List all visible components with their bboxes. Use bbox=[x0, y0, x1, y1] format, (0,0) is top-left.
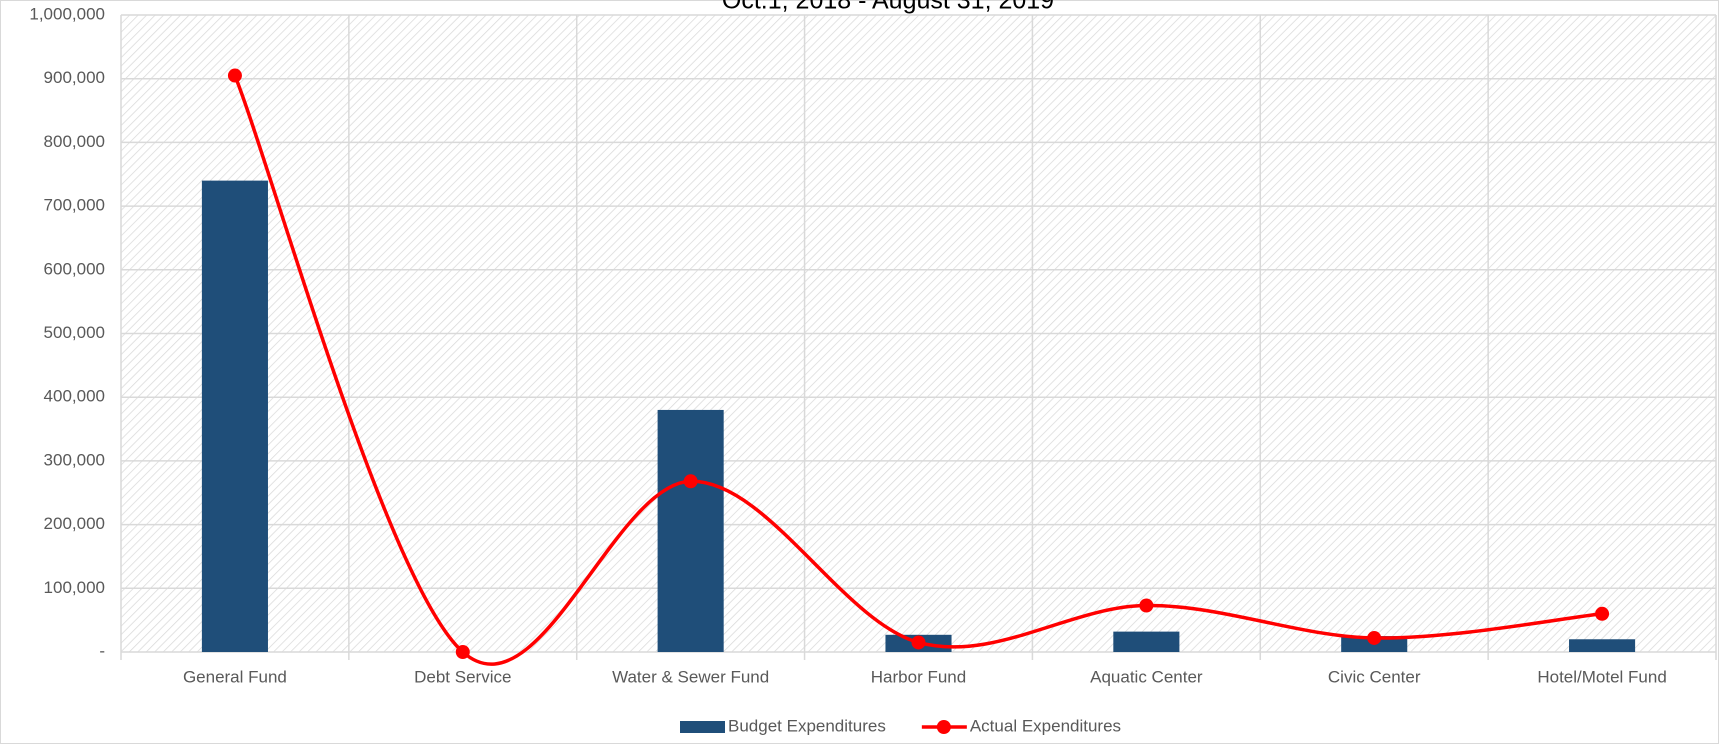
line bbox=[233, 74, 1603, 666]
y-tick-label: 700,000 bbox=[44, 196, 105, 215]
y-tick-label: 500,000 bbox=[44, 323, 105, 342]
y-tick-label: 400,000 bbox=[44, 387, 105, 406]
y-tick-label: 900,000 bbox=[44, 68, 105, 87]
legend-label: Actual Expenditures bbox=[970, 716, 1121, 735]
line-marker bbox=[911, 635, 926, 650]
x-tick-label: Debt Service bbox=[414, 667, 511, 686]
y-tick-label: 200,000 bbox=[44, 514, 105, 533]
bar bbox=[657, 409, 724, 652]
bar bbox=[201, 180, 268, 652]
legend-label: Budget Expenditures bbox=[728, 716, 886, 735]
y-tick-label: 600,000 bbox=[44, 259, 105, 278]
y-tick-label: - bbox=[99, 641, 105, 660]
x-tick-label: General Fund bbox=[183, 667, 287, 686]
y-tick-label: 800,000 bbox=[44, 132, 105, 151]
chart-title: Oct.1, 2018 - August 31, 2019 bbox=[722, 0, 1054, 15]
bar bbox=[1113, 631, 1180, 652]
line-marker bbox=[1139, 598, 1154, 613]
y-tick-label: 1,000,000 bbox=[29, 4, 105, 23]
line-marker bbox=[1367, 630, 1382, 645]
bar bbox=[1569, 639, 1636, 652]
line-marker bbox=[1595, 606, 1610, 621]
legend-swatch bbox=[936, 720, 951, 734]
x-tick-label: Aquatic Center bbox=[1090, 667, 1203, 686]
y-tick-label: 100,000 bbox=[44, 578, 105, 597]
x-tick-label: Hotel/Motel Fund bbox=[1537, 667, 1666, 686]
line-marker bbox=[455, 645, 470, 659]
line-marker bbox=[683, 474, 698, 489]
line-marker bbox=[227, 68, 242, 83]
x-tick-label: Civic Center bbox=[1328, 667, 1421, 686]
legend-swatch bbox=[680, 721, 725, 733]
x-tick-label: Water & Sewer Fund bbox=[612, 667, 769, 686]
y-tick-label: 300,000 bbox=[44, 450, 105, 469]
x-tick-label: Harbor Fund bbox=[871, 667, 966, 686]
